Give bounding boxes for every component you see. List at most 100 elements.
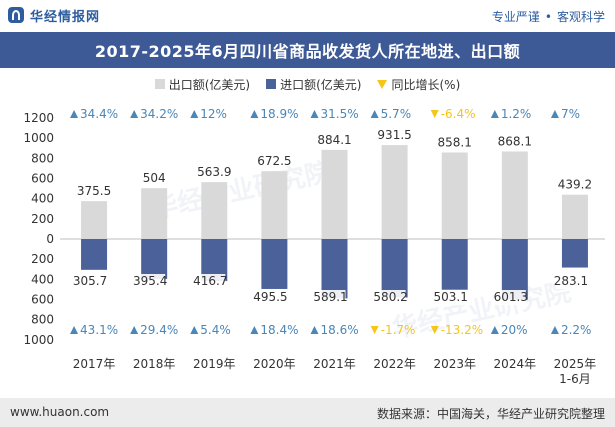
footer-source: 数据来源：中国海关，华经产业研究院整理 <box>376 407 605 421</box>
import-growth-triangle-icon <box>550 326 559 334</box>
x-category-label-line: 2022年 <box>373 357 416 371</box>
legend-import-swatch <box>266 79 277 89</box>
import-value-label-bg <box>555 274 586 289</box>
export-bar <box>201 182 228 239</box>
y-tick-label: 1000 <box>23 333 54 347</box>
import-growth-triangle-icon <box>430 326 439 334</box>
x-category-label: 2017年 <box>73 357 116 371</box>
y-tick-label: 200 <box>31 252 54 266</box>
legend-growth-triangle-icon <box>377 79 388 89</box>
export-growth-label: 1.2% <box>501 107 532 121</box>
y-tick-label: 0 <box>46 232 54 246</box>
import-growth-triangle-icon <box>130 326 139 334</box>
import-growth-label: 5.4% <box>200 323 231 337</box>
export-bar <box>261 171 288 239</box>
x-category-label: 2023年 <box>433 357 476 371</box>
x-category-label: 2021年 <box>313 357 356 371</box>
export-growth-triangle-icon <box>550 110 559 118</box>
footer: www.huaon.com 数据来源：中国海关，华经产业研究院整理 <box>0 398 615 427</box>
export-growth-label: 34.2% <box>140 107 178 121</box>
export-value-label: 439.2 <box>558 178 592 192</box>
import-bar <box>381 239 408 298</box>
import-growth-label: 18.4% <box>260 323 298 337</box>
export-value-label: 563.9 <box>197 165 231 179</box>
x-category-label: 2025年 1-6月 <box>554 357 597 386</box>
tagline-right: 客观科学 <box>556 10 605 24</box>
y-tick-label: 400 <box>31 272 54 286</box>
import-bar <box>501 239 528 300</box>
import-value-label-bg <box>495 290 526 305</box>
import-growth-label: 29.4% <box>140 323 178 337</box>
export-bar <box>561 194 588 239</box>
export-growth-triangle-icon <box>490 110 499 118</box>
x-category-label-line: 2025年 <box>554 357 597 371</box>
x-category-label-line: 2017年 <box>73 357 116 371</box>
export-growth-triangle-icon <box>310 110 319 118</box>
export-growth-label: 7% <box>561 107 580 121</box>
export-value-label: 672.5 <box>257 154 291 168</box>
logo-icon <box>8 7 24 23</box>
import-growth-label: 43.1% <box>80 323 118 337</box>
legend-export-label: 出口额(亿美元) <box>168 77 251 92</box>
import-value-label: 589.1 <box>313 290 347 304</box>
import-growth-label: 2.2% <box>561 323 592 337</box>
import-growth-label: 20% <box>501 323 528 337</box>
import-bar <box>441 239 468 290</box>
export-bar <box>441 152 468 239</box>
export-value-label: 858.1 <box>438 135 472 149</box>
import-growth-triangle-icon <box>490 326 499 334</box>
title-bar: 2017-2025年6月四川省商品收发货人所在地进、出口额 <box>0 32 615 68</box>
y-tick-label: 400 <box>31 192 54 206</box>
export-growth-label: 12% <box>200 107 227 121</box>
import-bar <box>141 239 168 279</box>
import-growth-label: -13.2% <box>441 323 483 337</box>
x-category-label-line: 1-6月 <box>559 372 591 386</box>
legend-import: 进口额(亿美元) <box>266 76 361 93</box>
export-value-label: 868.1 <box>498 134 532 148</box>
x-category-label: 2024年 <box>494 357 537 371</box>
y-tick-label: 600 <box>31 172 54 186</box>
x-category-label-line: 2021年 <box>313 357 356 371</box>
x-category-label-line: 2024年 <box>494 357 537 371</box>
export-bar <box>321 149 348 239</box>
export-value-label: 931.5 <box>377 128 411 142</box>
export-growth-triangle-icon <box>130 110 139 118</box>
export-growth-label: -6.4% <box>441 107 476 121</box>
legend-import-label: 进口额(亿美元) <box>280 77 362 92</box>
export-growth-triangle-icon <box>370 110 379 118</box>
import-growth-triangle-icon <box>310 326 319 334</box>
bar-chart: 1200 1000 800 600 400 200 0 200 400 600 800 1000 375… <box>23 107 605 386</box>
x-category-label-line: 2023年 <box>433 357 476 371</box>
import-value-label-bg <box>255 290 286 305</box>
chart-title: 2017-2025年6月四川省商品收发货人所在地进、出口额 <box>94 42 521 61</box>
legend-growth: 同比增长(%) <box>377 76 460 93</box>
import-bar <box>81 239 108 270</box>
import-value-label-bg <box>315 290 346 305</box>
logo-text: 华经情报网 <box>30 9 101 25</box>
export-growth-triangle-icon <box>70 110 79 118</box>
export-growth-label: 18.9% <box>260 107 298 121</box>
export-growth-triangle-icon <box>250 110 259 118</box>
import-value-label: 495.5 <box>253 290 287 304</box>
tagline-left: 专业严谨 <box>491 10 540 24</box>
import-bar <box>321 239 348 299</box>
import-growth-triangle-icon <box>70 326 79 334</box>
export-bar <box>501 151 528 239</box>
export-growth-label: 34.4% <box>80 107 118 121</box>
import-value-label: 305.7 <box>73 274 107 288</box>
export-growth-label: 31.5% <box>321 107 359 121</box>
export-bar <box>141 188 168 239</box>
y-tick-label: 200 <box>31 212 54 226</box>
import-value-label-bg <box>375 290 406 305</box>
import-growth-triangle-icon <box>370 326 379 334</box>
tagline: 专业严谨 • 客观科学 <box>492 8 605 25</box>
import-value-label: 601.3 <box>494 290 528 304</box>
x-category-label: 2018年 <box>133 357 176 371</box>
x-category-label-line: 2019年 <box>193 357 236 371</box>
import-value-label-bg <box>435 290 466 305</box>
footer-url: www.huaon.com <box>10 405 110 419</box>
x-category-label: 2020年 <box>253 357 296 371</box>
import-value-label: 503.1 <box>434 290 468 304</box>
import-value-label: 416.7 <box>193 274 227 288</box>
